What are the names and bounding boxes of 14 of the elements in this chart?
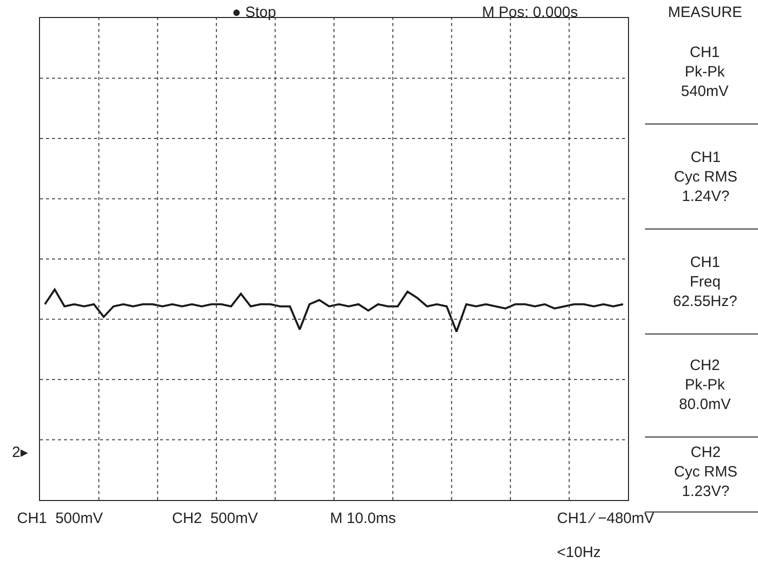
text: M 10.0ms [330, 510, 396, 527]
text: MEASURE [668, 4, 742, 21]
text: M Pos: 0.000s [482, 4, 578, 21]
text: <10Hz [557, 544, 601, 561]
text: CH1 Cyc RMS 1.24V? [674, 149, 738, 205]
text: CH1 ∕ −480mV [557, 510, 654, 527]
text: CH2 Cyc RMS 1.23V? [674, 444, 738, 500]
text: 2▸ [12, 444, 28, 461]
text: CH1 Freq 62.55Hz? [673, 254, 738, 310]
text: CH2 500mV [172, 510, 258, 527]
text: CH1 500mV [17, 510, 103, 527]
text: ● Stop [232, 4, 276, 21]
text: CH2 Pk-Pk 80.0mV [679, 357, 731, 413]
text: CH1 Pk-Pk 540mV [681, 44, 729, 100]
